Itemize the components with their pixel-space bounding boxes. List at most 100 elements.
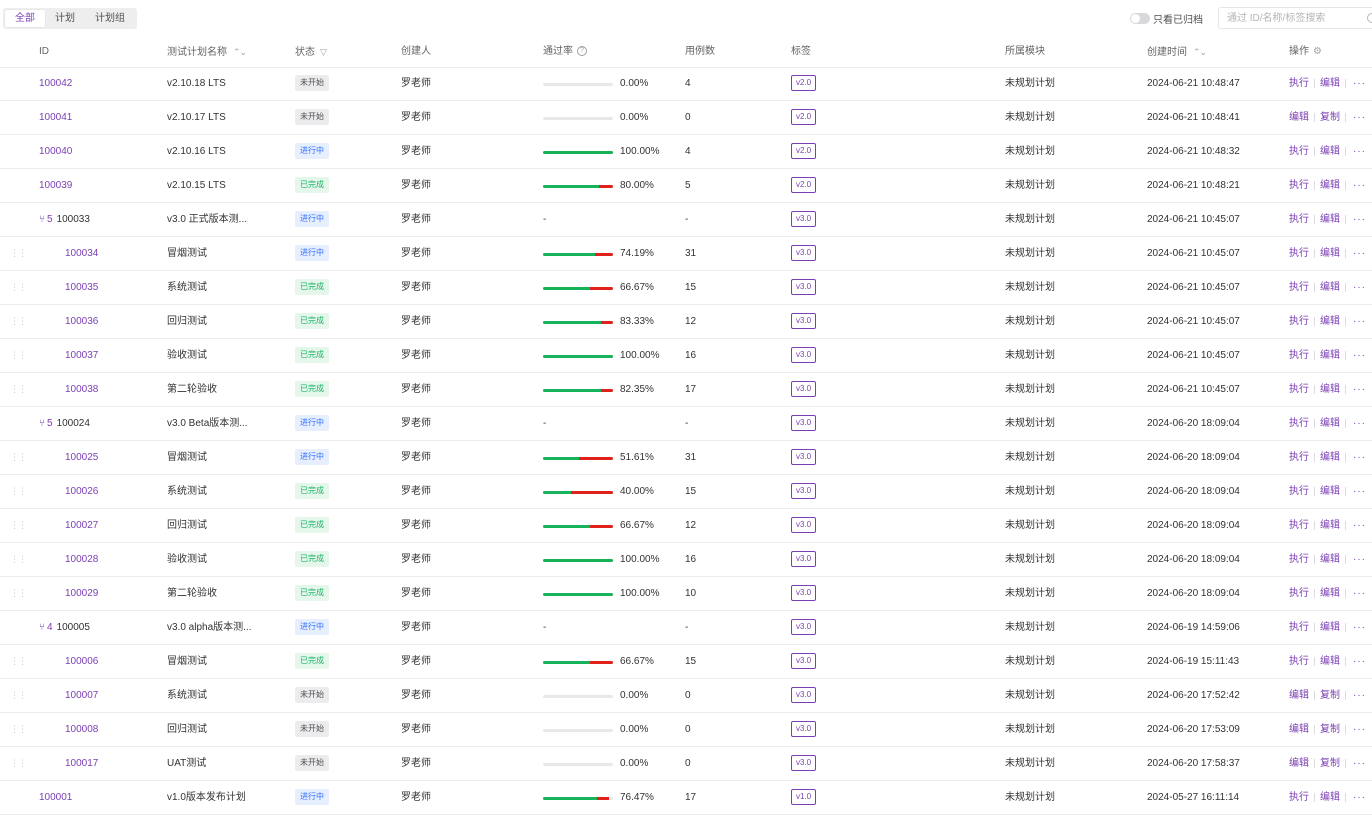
action-secondary[interactable]: 编辑 xyxy=(1320,78,1340,89)
more-icon[interactable]: ··· xyxy=(1353,758,1366,769)
table-row[interactable]: ⑂ 5 100024 v3.0 Beta版本测... 进行中 罗老师 - - v3.0 未规划计划… xyxy=(0,407,1372,441)
action-primary[interactable]: 编辑 xyxy=(1289,690,1309,701)
plan-id[interactable]: 100042 xyxy=(39,78,73,89)
table-row[interactable]: ⋮⋮ 100037 验收测试 已完成 罗老师 100.00% 16 v3.0 未规划计划 2024… xyxy=(0,339,1372,373)
col-created[interactable]: 创建时间 ⌃⌄ xyxy=(1147,37,1207,67)
action-primary[interactable]: 执行 xyxy=(1289,146,1309,157)
drag-handle-icon[interactable]: ⋮⋮ xyxy=(10,588,27,598)
table-row[interactable]: ⑂ 4 100005 v3.0 alpha版本测... 进行中 罗老师 - - v3.0 未规划计… xyxy=(0,611,1372,645)
action-secondary[interactable]: 编辑 xyxy=(1320,214,1340,225)
drag-handle-icon[interactable]: ⋮⋮ xyxy=(10,656,27,666)
tab-all[interactable]: 全部 xyxy=(5,10,45,27)
more-icon[interactable]: ··· xyxy=(1353,384,1366,395)
action-secondary[interactable]: 编辑 xyxy=(1320,656,1340,667)
more-icon[interactable]: ··· xyxy=(1353,588,1366,599)
drag-handle-icon[interactable]: ⋮⋮ xyxy=(10,350,27,360)
plan-id[interactable]: 100040 xyxy=(39,146,73,157)
plan-id[interactable]: 100027 xyxy=(65,520,99,531)
more-icon[interactable]: ··· xyxy=(1353,214,1366,225)
more-icon[interactable]: ··· xyxy=(1353,486,1366,497)
more-icon[interactable]: ··· xyxy=(1353,418,1366,429)
plan-id[interactable]: 100039 xyxy=(39,180,73,191)
drag-handle-icon[interactable]: ⋮⋮ xyxy=(10,554,27,564)
tab-plan[interactable]: 计划 xyxy=(55,13,75,24)
action-primary[interactable]: 执行 xyxy=(1289,656,1309,667)
drag-handle-icon[interactable]: ⋮⋮ xyxy=(10,486,27,496)
table-row[interactable]: ⋮⋮ 100007 系统测试 未开始 罗老师 0.00% 0 v3.0 未规划计划 2024-06… xyxy=(0,679,1372,713)
action-secondary[interactable]: 复制 xyxy=(1320,724,1340,735)
plan-id[interactable]: 100008 xyxy=(65,724,99,735)
drag-handle-icon[interactable]: ⋮⋮ xyxy=(10,316,27,326)
action-primary[interactable]: 编辑 xyxy=(1289,758,1309,769)
action-primary[interactable]: 执行 xyxy=(1289,180,1309,191)
action-primary[interactable]: 编辑 xyxy=(1289,724,1309,735)
table-row[interactable]: ⋮⋮ 100006 冒烟测试 已完成 罗老师 66.67% 15 v3.0 未规划计划 2024-… xyxy=(0,645,1372,679)
drag-handle-icon[interactable]: ⋮⋮ xyxy=(10,282,27,292)
table-row[interactable]: ⋮⋮ 100027 回归测试 已完成 罗老师 66.67% 12 v3.0 未规划计划 2024-… xyxy=(0,509,1372,543)
more-icon[interactable]: ··· xyxy=(1353,146,1366,157)
more-icon[interactable]: ··· xyxy=(1353,350,1366,361)
action-primary[interactable]: 执行 xyxy=(1289,248,1309,259)
table-row[interactable]: 100040 v2.10.16 LTS 进行中 罗老师 100.00% 4 v2.0 未规划计… xyxy=(0,135,1372,169)
drag-handle-icon[interactable]: ⋮⋮ xyxy=(10,452,27,462)
more-icon[interactable]: ··· xyxy=(1353,656,1366,667)
tab-plan-group[interactable]: 计划组 xyxy=(95,13,125,24)
table-row[interactable]: ⋮⋮ 100017 UAT测试 未开始 罗老师 0.00% 0 v3.0 未规划计划 2024-0… xyxy=(0,747,1372,781)
action-secondary[interactable]: 编辑 xyxy=(1320,418,1340,429)
group-id-cell[interactable]: ⑂ 4 100005 xyxy=(39,611,90,644)
action-secondary[interactable]: 编辑 xyxy=(1320,554,1340,565)
action-secondary[interactable]: 编辑 xyxy=(1320,316,1340,327)
info-icon[interactable]: ? xyxy=(577,46,587,57)
action-primary[interactable]: 执行 xyxy=(1289,214,1309,225)
plan-id[interactable]: 100028 xyxy=(65,554,99,565)
col-name[interactable]: 测试计划名称 ⌃⌄ xyxy=(167,37,247,67)
table-row[interactable]: ⋮⋮ 100026 系统测试 已完成 罗老师 40.00% 15 v3.0 未规划计划 2024-… xyxy=(0,475,1372,509)
plan-id[interactable]: 100006 xyxy=(65,656,99,667)
action-secondary[interactable]: 编辑 xyxy=(1320,180,1340,191)
table-row[interactable]: ⋮⋮ 100035 系统测试 已完成 罗老师 66.67% 15 v3.0 未规划计划 2024-… xyxy=(0,271,1372,305)
action-secondary[interactable]: 复制 xyxy=(1320,112,1340,123)
table-row[interactable]: 100039 v2.10.15 LTS 已完成 罗老师 80.00% 5 v2.0 未规划计划… xyxy=(0,169,1372,203)
action-primary[interactable]: 执行 xyxy=(1289,792,1309,803)
plan-id[interactable]: 100026 xyxy=(65,486,99,497)
plan-id[interactable]: 100038 xyxy=(65,384,99,395)
plan-id[interactable]: 100007 xyxy=(65,690,99,701)
table-row[interactable]: 100042 v2.10.18 LTS 未开始 罗老师 0.00% 4 v2.0 未规划计划 2… xyxy=(0,67,1372,101)
plan-id[interactable]: 100037 xyxy=(65,350,99,361)
table-row[interactable]: 100001 v1.0版本发布计划 进行中 罗老师 76.47% 17 v1.0 未规划计划 2… xyxy=(0,781,1372,815)
group-id-cell[interactable]: ⑂ 5 100024 xyxy=(39,407,90,440)
action-primary[interactable]: 执行 xyxy=(1289,554,1309,565)
action-secondary[interactable]: 编辑 xyxy=(1320,384,1340,395)
plan-id[interactable]: 100035 xyxy=(65,282,99,293)
archive-filter[interactable]: 只看已归档 xyxy=(1130,11,1203,26)
drag-handle-icon[interactable]: ⋮⋮ xyxy=(10,758,27,768)
drag-handle-icon[interactable]: ⋮⋮ xyxy=(10,520,27,530)
gear-icon[interactable]: ⚙ xyxy=(1313,46,1322,57)
more-icon[interactable]: ··· xyxy=(1353,622,1366,633)
table-row[interactable]: 100041 v2.10.17 LTS 未开始 罗老师 0.00% 0 v2.0 未规划计划 2… xyxy=(0,101,1372,135)
table-row[interactable]: ⋮⋮ 100038 第二轮验收 已完成 罗老师 82.35% 17 v3.0 未规划计划 2024… xyxy=(0,373,1372,407)
filter-icon[interactable]: ▽ xyxy=(320,47,327,57)
drag-handle-icon[interactable]: ⋮⋮ xyxy=(10,690,27,700)
more-icon[interactable]: ··· xyxy=(1353,520,1366,531)
drag-handle-icon[interactable]: ⋮⋮ xyxy=(10,248,27,258)
more-icon[interactable]: ··· xyxy=(1353,690,1366,701)
table-row[interactable]: ⑂ 5 100033 v3.0 正式版本测... 进行中 罗老师 - - v3.0 未规划计划 20… xyxy=(0,203,1372,237)
drag-handle-icon[interactable]: ⋮⋮ xyxy=(10,384,27,394)
plan-id[interactable]: 100036 xyxy=(65,316,99,327)
more-icon[interactable]: ··· xyxy=(1353,248,1366,259)
plan-id[interactable]: 100001 xyxy=(39,792,73,803)
action-primary[interactable]: 执行 xyxy=(1289,418,1309,429)
more-icon[interactable]: ··· xyxy=(1353,316,1366,327)
search-icon[interactable] xyxy=(1367,13,1372,23)
more-icon[interactable]: ··· xyxy=(1353,282,1366,293)
sort-icon[interactable]: ⌃⌄ xyxy=(1193,47,1207,57)
action-secondary[interactable]: 编辑 xyxy=(1320,588,1340,599)
drag-handle-icon[interactable]: ⋮⋮ xyxy=(10,724,27,734)
table-row[interactable]: ⋮⋮ 100036 回归测试 已完成 罗老师 83.33% 12 v3.0 未规划计划 2024-… xyxy=(0,305,1372,339)
action-primary[interactable]: 执行 xyxy=(1289,316,1309,327)
more-icon[interactable]: ··· xyxy=(1353,180,1366,191)
more-icon[interactable]: ··· xyxy=(1353,792,1366,803)
plan-id[interactable]: 100029 xyxy=(65,588,99,599)
action-secondary[interactable]: 编辑 xyxy=(1320,520,1340,531)
